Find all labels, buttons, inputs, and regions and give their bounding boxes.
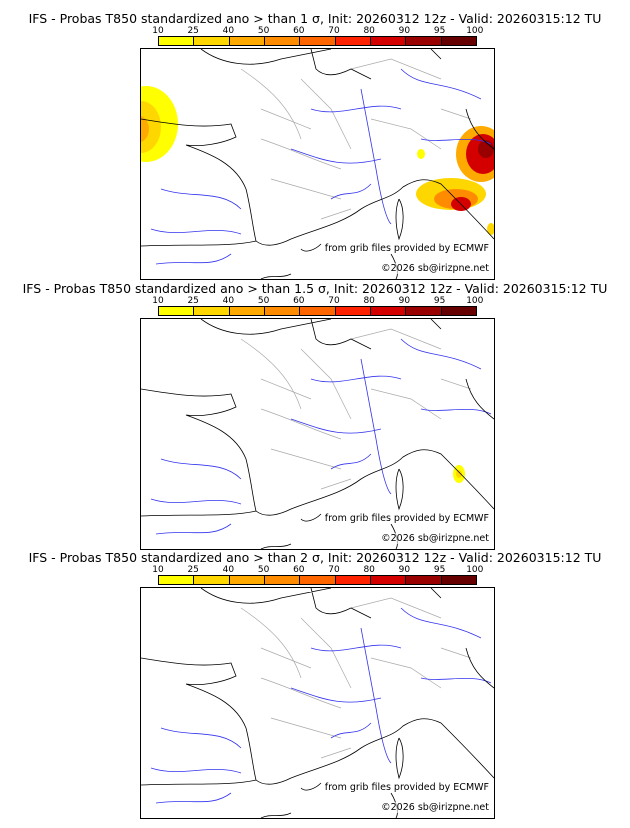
- colorbar-tick-label: 40: [222, 26, 235, 36]
- colorbar-segment: [159, 37, 195, 45]
- colorbar-segment: [441, 576, 476, 584]
- colorbar-tick-label: 60: [293, 565, 305, 575]
- colorbar-segment: [159, 576, 195, 584]
- colorbar-segment: [335, 307, 371, 315]
- colorbar-tick-label: 90: [398, 26, 411, 36]
- copyright: ©2026 sb@irizpne.net: [381, 533, 489, 544]
- colorbar-segment: [335, 576, 371, 584]
- colorbar-tick-label: 50: [257, 26, 270, 36]
- colorbar-segment: [370, 576, 407, 584]
- colorbar-tick-label: 95: [433, 26, 446, 36]
- colorbar-tick-label: 50: [257, 296, 270, 306]
- probability-map: from grib files provided by ECMWF ©2026 …: [140, 587, 495, 819]
- colorbar-tick-label: 70: [328, 565, 340, 575]
- colorbar-segment: [441, 307, 476, 315]
- map-title: IFS - Probas T850 standardized ano > tha…: [28, 11, 602, 26]
- map-title: IFS - Probas T850 standardized ano > tha…: [28, 550, 602, 565]
- probability-area: [141, 101, 161, 153]
- probability-area: [456, 470, 462, 478]
- colorbar-segment: [194, 307, 230, 315]
- colorbar-segment: [229, 307, 265, 315]
- colorbar-segment: [264, 307, 301, 315]
- colorbar-segment: [300, 576, 336, 584]
- colorbar-tick-label: 10: [152, 26, 164, 36]
- colorbar-tick-label: 70: [328, 296, 340, 306]
- colorbar-segment: [300, 307, 336, 315]
- colorbar-tick-label: 25: [187, 565, 199, 575]
- colorbar-tick-label: 100: [466, 26, 484, 36]
- colorbar-segment: [159, 307, 195, 315]
- colorbar-segment: [300, 37, 336, 45]
- probability-area: [417, 149, 425, 159]
- copyright: ©2026 sb@irizpne.net: [381, 263, 489, 274]
- copyright: ©2026 sb@irizpne.net: [381, 802, 489, 813]
- colorbar-segment: [194, 37, 230, 45]
- colorbar-tick-label: 40: [222, 296, 235, 306]
- probability-map: from grib files provided by ECMWF ©2026 …: [140, 318, 495, 550]
- colorbar-tick-label: 80: [363, 296, 375, 306]
- rivers: [150, 338, 492, 535]
- colorbar-segment: [335, 37, 371, 45]
- colorbar-tick-label: 95: [433, 296, 446, 306]
- colorbar-segment: [406, 307, 442, 315]
- source-credit: from grib files provided by ECMWF: [324, 243, 489, 254]
- colorbar-tick-label: 80: [363, 565, 375, 575]
- colorbar-tick-label: 10: [152, 296, 164, 306]
- probability-area: [487, 223, 494, 235]
- colorbar-tick-label: 90: [398, 565, 411, 575]
- borders: [240, 328, 472, 490]
- colorbar-segment: [229, 576, 265, 584]
- colorbar-tick-label: 25: [187, 26, 199, 36]
- source-credit: from grib files provided by ECMWF: [324, 513, 489, 524]
- colorbar-tick-label: 25: [187, 296, 199, 306]
- colorbar-segment: [194, 576, 230, 584]
- map-canvas: [141, 588, 494, 818]
- rivers: [150, 607, 492, 804]
- colorbar-tick-label: 40: [222, 565, 235, 575]
- map-canvas: [141, 49, 494, 279]
- rivers: [150, 68, 492, 265]
- colorbar-segment: [264, 576, 301, 584]
- colorbar: [158, 306, 477, 316]
- colorbar-ticks: 10 25 40 50 60 70 80 90 95 100: [150, 296, 485, 306]
- colorbar-tick-label: 95: [433, 565, 446, 575]
- colorbar-tick-label: 60: [293, 26, 305, 36]
- borders: [240, 58, 472, 220]
- colorbar-segment: [406, 37, 442, 45]
- colorbar-segment: [370, 37, 407, 45]
- colorbar-tick-label: 90: [398, 296, 411, 306]
- colorbar-tick-label: 100: [466, 296, 484, 306]
- colorbar-segment: [229, 37, 265, 45]
- probability-area: [141, 115, 149, 143]
- colorbar-tick-label: 50: [257, 565, 270, 575]
- colorbar-tick-label: 10: [152, 565, 164, 575]
- colorbar-tick-label: 100: [466, 565, 484, 575]
- probability-map: from grib files provided by ECMWF ©2026 …: [140, 48, 495, 280]
- colorbar: [158, 36, 477, 46]
- colorbar-tick-label: 70: [328, 26, 340, 36]
- colorbar-segment: [264, 37, 301, 45]
- colorbar: [158, 575, 477, 585]
- source-credit: from grib files provided by ECMWF: [324, 782, 489, 793]
- colorbar-segment: [406, 576, 442, 584]
- colorbar-segment: [370, 307, 407, 315]
- colorbar-tick-label: 60: [293, 296, 305, 306]
- probability-area: [478, 140, 494, 158]
- colorbar-tick-label: 80: [363, 26, 375, 36]
- colorbar-ticks: 10 25 40 50 60 70 80 90 95 100: [150, 565, 485, 575]
- colorbar-ticks: 10 25 40 50 60 70 80 90 95 100: [150, 26, 485, 36]
- colorbar-segment: [441, 37, 476, 45]
- borders: [240, 597, 472, 759]
- map-title: IFS - Probas T850 standardized ano > tha…: [22, 281, 608, 296]
